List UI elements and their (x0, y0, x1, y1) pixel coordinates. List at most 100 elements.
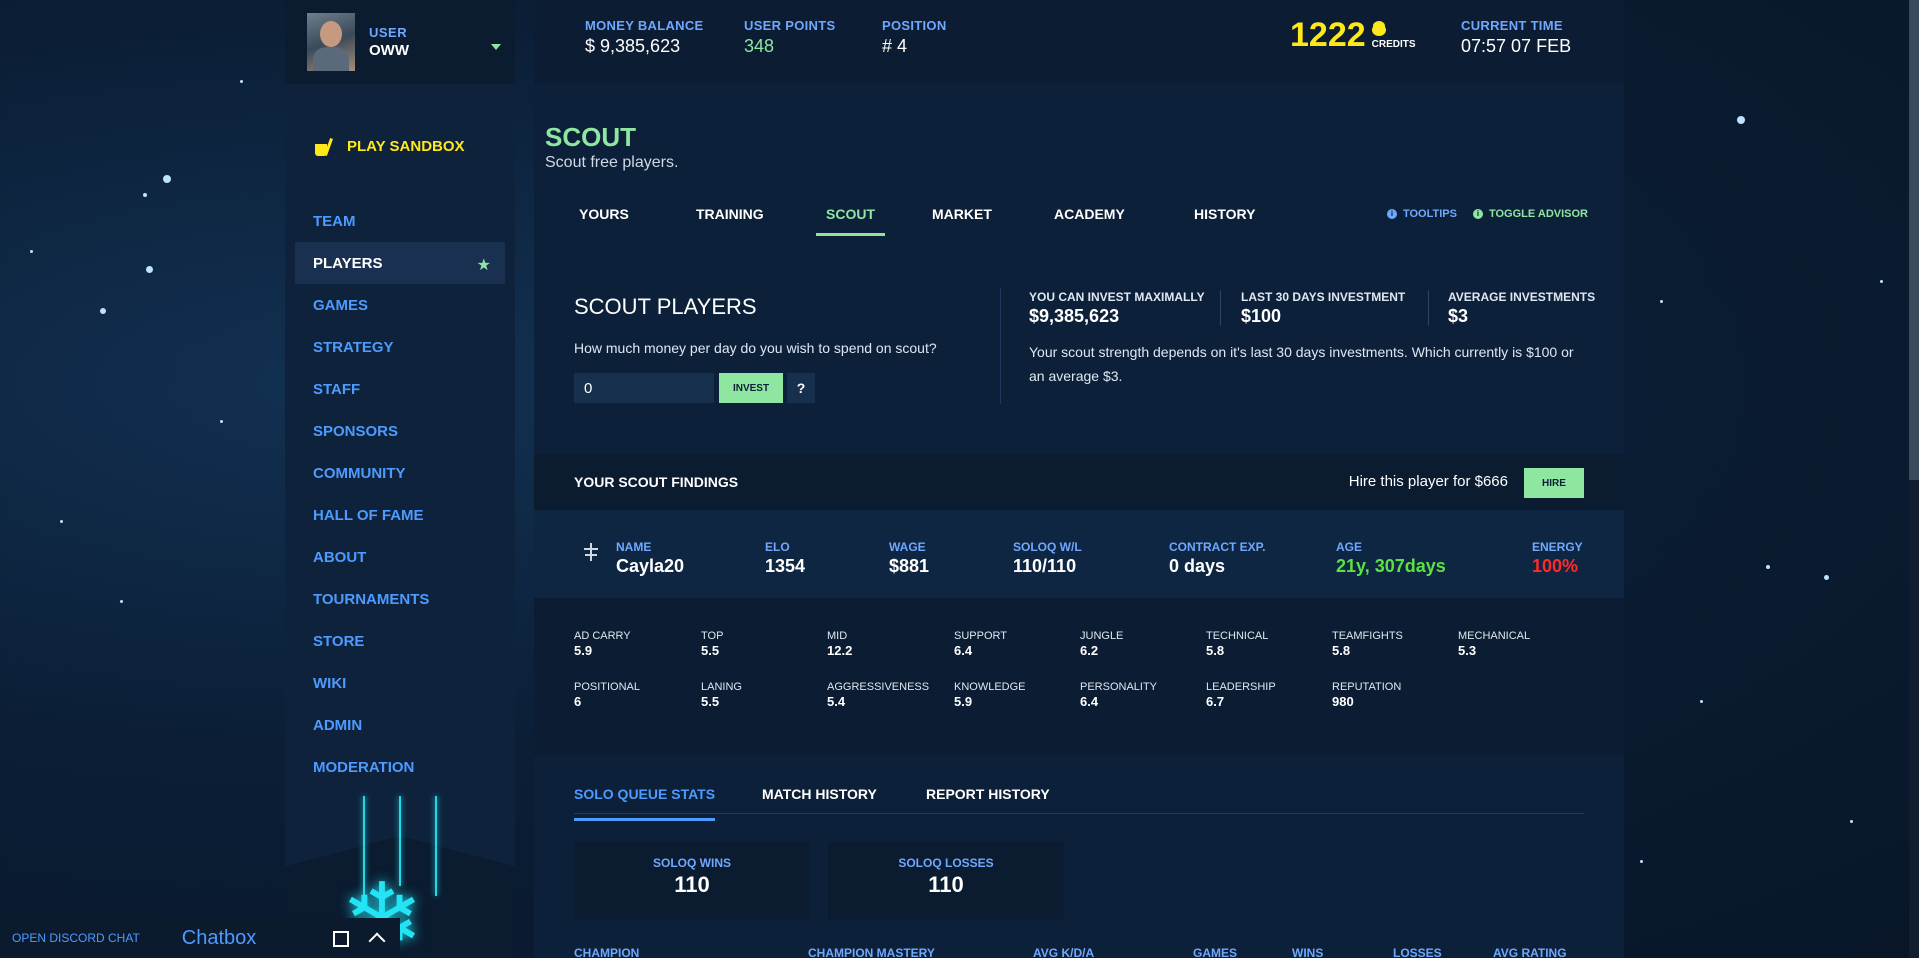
attribute-item: TECHNICAL 5.8 (1206, 630, 1268, 658)
sidebar-item-moderation[interactable]: MODERATION (295, 746, 505, 788)
coin-icon (1371, 24, 1386, 36)
last30-investment-label: LAST 30 DAYS INVESTMENT (1241, 290, 1406, 304)
tab-history[interactable]: HISTORY (1194, 206, 1256, 222)
chatbox-bar: OPEN DISCORD CHAT Chatbox (0, 918, 400, 958)
maximize-icon[interactable] (333, 931, 349, 947)
attribute-value: 5.5 (701, 643, 720, 658)
attribute-label: TECHNICAL (1206, 630, 1269, 642)
tooltips-label: TOOLTIPS (1402, 208, 1457, 220)
column-header[interactable]: GAMES (1193, 946, 1238, 958)
attribute-label: POSITIONAL (574, 681, 641, 693)
average-investment: AVERAGE INVESTMENTS $3 (1448, 290, 1595, 327)
mid-role-icon (582, 543, 600, 561)
column-header[interactable]: AVG K/D/A (1033, 946, 1095, 958)
player-wage-label: WAGE (889, 540, 926, 554)
sidebar-item-label: MODERATION (313, 758, 415, 776)
open-discord-chat-link[interactable]: OPEN DISCORD CHAT (12, 931, 140, 945)
sidebar-item-players[interactable]: PLAYERS ★ (295, 242, 505, 284)
sidebar-item-label: SPONSORS (313, 422, 399, 440)
tab-market[interactable]: MARKET (932, 206, 992, 222)
column-header[interactable]: WINS (1292, 946, 1324, 958)
attribute-label: AD CARRY (574, 630, 631, 642)
sidebar-item-about[interactable]: ABOUT (295, 536, 505, 578)
tab-training[interactable]: TRAINING (696, 206, 764, 222)
attribute-label: JUNGLE (1080, 630, 1124, 642)
tab-yours[interactable]: YOURS (579, 206, 629, 222)
attribute-value: 5.9 (574, 643, 593, 658)
current-time-value: 07:57 07 FEB (1461, 36, 1572, 56)
sidebar-item-label: WIKI (313, 674, 347, 692)
average-investment-value: $3 (1448, 306, 1469, 326)
column-header[interactable]: CHAMPION MASTERY (808, 946, 935, 958)
sidebar-item-community[interactable]: COMMUNITY (295, 452, 505, 494)
invest-button[interactable]: INVEST (719, 373, 783, 403)
user-menu[interactable]: USER OWW (285, 0, 515, 84)
money-balance-value: $ 9,385,623 (585, 36, 681, 56)
column-header[interactable]: AVG RATING (1493, 946, 1567, 958)
sidebar-item-label: ABOUT (313, 548, 367, 566)
attribute-label: PERSONALITY (1080, 681, 1158, 693)
hire-button[interactable]: HIRE (1524, 468, 1584, 498)
sidebar-item-games[interactable]: GAMES (295, 284, 505, 326)
star-icon[interactable]: ★ (476, 257, 491, 274)
attribute-item: MECHANICAL 5.3 (1458, 630, 1530, 658)
player-energy-value: 100% (1532, 556, 1579, 576)
scout-title: SCOUT PLAYERS (574, 294, 757, 319)
toggle-advisor[interactable]: i TOGGLE ADVISOR (1472, 208, 1588, 220)
main-content: SCOUT Scout free players. YOURS TRAINING… (534, 84, 1624, 958)
player-contract: CONTRACT EXP. 0 days (1169, 540, 1265, 577)
tab-report-history[interactable]: REPORT HISTORY (926, 786, 1050, 802)
invest-amount-input[interactable] (574, 373, 714, 403)
sidebar-item-staff[interactable]: STAFF (295, 368, 505, 410)
attribute-item: KNOWLEDGE 5.9 (954, 681, 1026, 709)
attribute-value: 6.4 (1080, 694, 1099, 709)
tab-academy[interactable]: ACADEMY (1054, 206, 1125, 222)
attribute-value: 6.4 (954, 643, 973, 658)
sidebar-item-admin[interactable]: ADMIN (295, 704, 505, 746)
sidebar-item-store[interactable]: STORE (295, 620, 505, 662)
sidebar-item-tournaments[interactable]: TOURNAMENTS (295, 578, 505, 620)
tab-links: i TOOLTIPS i TOGGLE ADVISOR (1371, 208, 1588, 220)
soloq-wins-card: SOLOQ WINS 110 (574, 842, 810, 920)
sandbox-bucket-icon (313, 136, 335, 156)
stats-tabs: SOLO QUEUE STATS MATCH HISTORY REPORT HI… (574, 776, 1584, 821)
attribute-value: 5.8 (1206, 643, 1225, 658)
tab-scout[interactable]: SCOUT (816, 206, 885, 236)
sidebar-item-hall-of-fame[interactable]: HALL OF FAME (295, 494, 505, 536)
help-button[interactable]: ? (787, 373, 815, 403)
attribute-label: MID (827, 630, 848, 642)
sidebar-item-label: STAFF (313, 380, 361, 398)
play-sandbox-link[interactable]: PLAY SANDBOX (313, 136, 465, 156)
chevron-up-icon[interactable] (368, 932, 386, 950)
player-contract-value: 0 days (1169, 556, 1226, 576)
player-attributes: AD CARRY 5.9 TOP 5.5 MID 12.2 SUPPORT 6.4 JU… (534, 598, 1624, 756)
scout-question: How much money per day do you wish to sp… (574, 340, 937, 356)
position-value: # 4 (882, 36, 908, 56)
sidebar-item-team[interactable]: TEAM (295, 200, 505, 242)
soloq-losses-card: SOLOQ LOSSES 110 (828, 842, 1064, 920)
player-soloq-wl-value: 110/110 (1013, 556, 1077, 576)
sidebar-item-wiki[interactable]: WIKI (295, 662, 505, 704)
sidebar-item-strategy[interactable]: STRATEGY (295, 326, 505, 368)
column-header[interactable]: CHAMPION (574, 946, 640, 958)
tab-match-history[interactable]: MATCH HISTORY (762, 786, 877, 802)
page-scrollbar-thumb[interactable] (1909, 0, 1919, 480)
user-points-value: 348 (744, 36, 775, 56)
sidebar-item-label: TEAM (313, 212, 356, 230)
attribute-item: AGGRESSIVENESS 5.4 (827, 681, 929, 709)
chatbox-title[interactable]: Chatbox (181, 926, 257, 949)
credits-display[interactable]: 1222 CREDITS (1290, 18, 1416, 52)
chevron-down-icon[interactable] (491, 44, 501, 50)
tab-solo-queue-stats[interactable]: SOLO QUEUE STATS (574, 786, 716, 821)
info-icon: i (1386, 209, 1397, 219)
sidebar: USER OWW PLAY SANDBOX TEAM PLAYERS ★ GAME… (285, 0, 515, 958)
page-subtitle: Scout free players. (545, 154, 679, 171)
user-points: USER POINTS 348 (744, 18, 835, 57)
tooltips-toggle[interactable]: i TOOLTIPS (1386, 208, 1457, 220)
column-header[interactable]: LOSSES (1393, 946, 1442, 958)
scout-description: Your scout strength depends on it's last… (1029, 344, 1574, 384)
divider (1220, 290, 1221, 326)
average-investment-label: AVERAGE INVESTMENTS (1448, 290, 1596, 304)
sidebar-item-sponsors[interactable]: SPONSORS (295, 410, 505, 452)
attribute-item: LANING 5.5 (701, 681, 742, 709)
